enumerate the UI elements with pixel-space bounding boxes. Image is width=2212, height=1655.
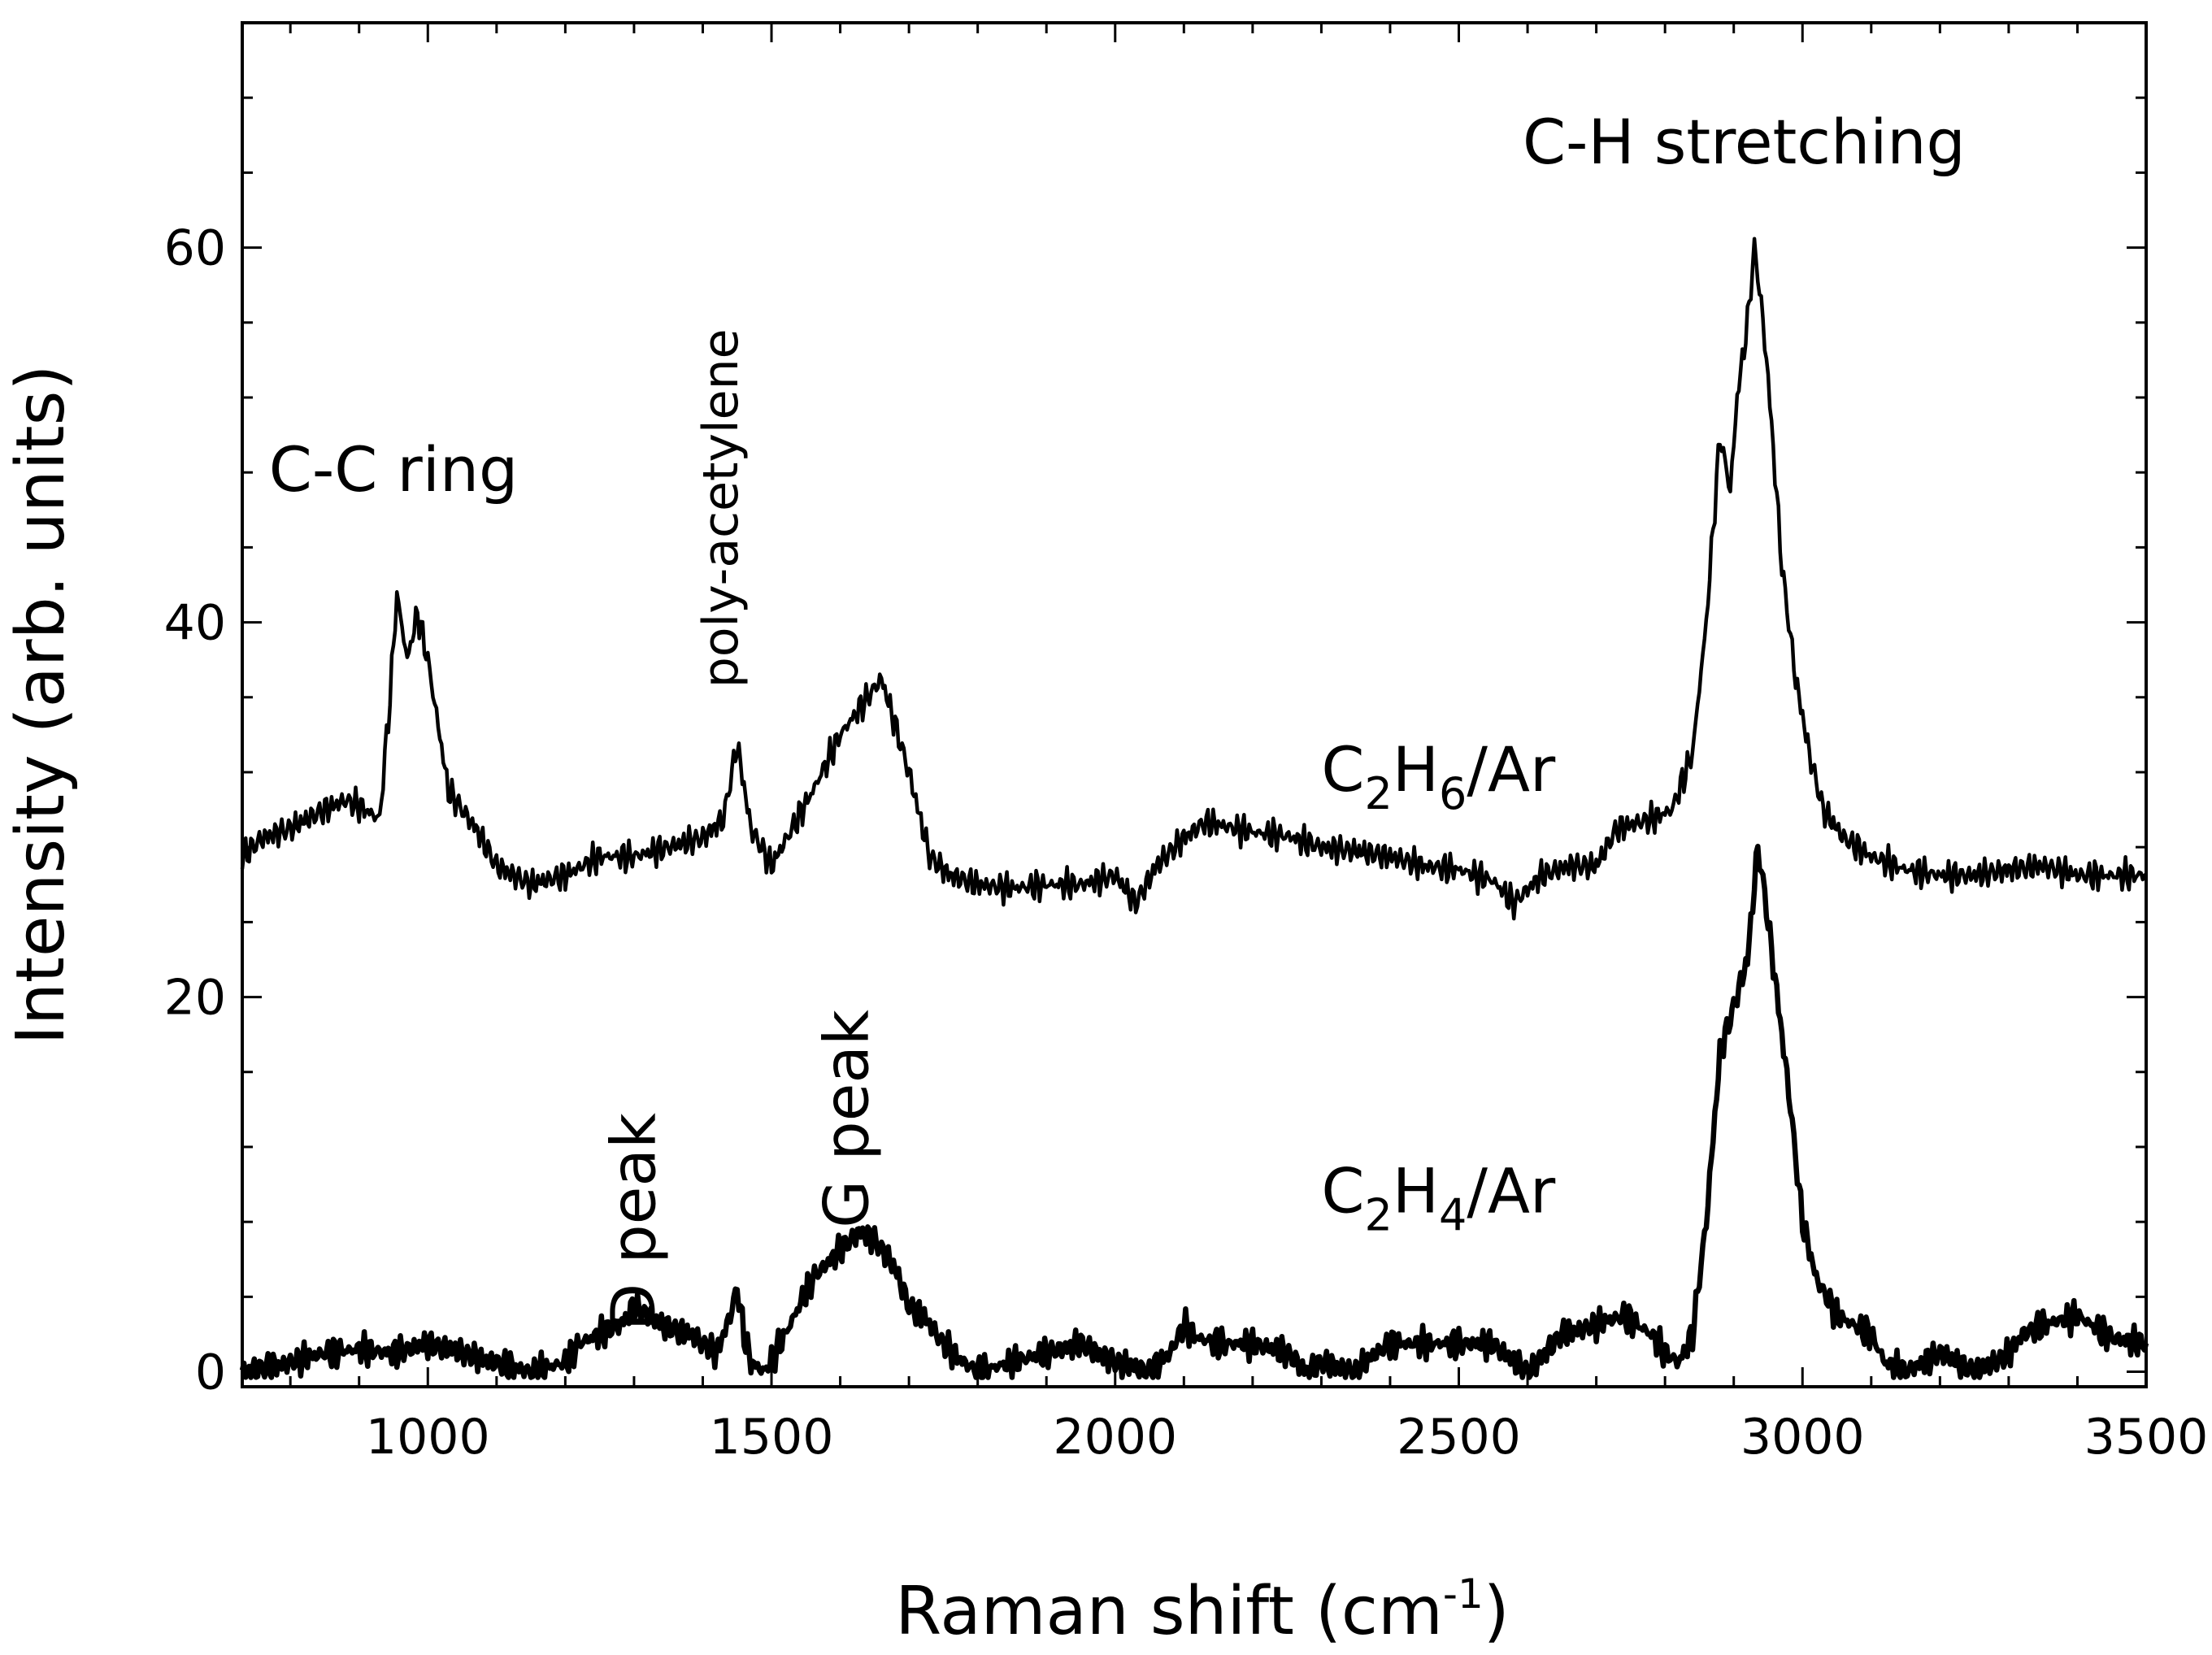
x-axis-title-sup: -1 [1443,1570,1484,1618]
annotation-poly-acetylene: poly-acetylene [693,328,750,688]
x-tick-label: 2500 [1397,1409,1521,1466]
series-label-part: C [1321,733,1364,806]
series-label-c2h4-ar: C2H4/Ar [1321,1155,1556,1241]
annotation-c-h-stretching: C-H stretching [1523,106,1966,178]
minor-ticks [242,21,2146,1387]
x-tick-label: 1000 [366,1409,490,1466]
x-tick-label: 3500 [2084,1409,2209,1466]
series-label-subscript: 6 [1439,768,1467,819]
x-axis-title-close: ) [1484,1573,1510,1650]
y-tick-label: 20 [164,970,226,1027]
series-label-part: /Ar [1467,1155,1556,1227]
y-tick-label: 0 [195,1344,226,1401]
x-tick-label: 2000 [1053,1409,1177,1466]
series-label-subscript: 2 [1364,1190,1392,1241]
series-label-subscript: 2 [1364,768,1392,819]
x-tick-label: 1500 [710,1409,834,1466]
x-axis-title: Raman shift (cm-1) [895,1570,1510,1650]
annotation-c-c-ring: C-C ring [269,433,519,506]
series-labels: C2H6/Ar C2H4/Ar [1321,733,1556,1241]
y-axis-title: Intensity (arb. units) [2,365,80,1045]
series-line-c2h4-ar [239,844,2149,1380]
series-line-c2h6-ar [240,237,2148,921]
series-label-subscript: 4 [1439,1190,1467,1241]
annotation-g-peak: G peak [810,1010,882,1228]
series-layer [239,237,2149,1380]
y-tick-label: 60 [164,220,226,277]
x-axis-title-main: Raman shift (cm [895,1573,1443,1650]
y-tick-label: 40 [164,595,226,652]
series-label-c2h6-ar: C2H6/Ar [1321,733,1556,819]
annotations: C-C ring poly-acetylene D peak G peak C-… [269,106,1966,1331]
series-label-part: /Ar [1467,733,1556,806]
annotation-d-peak: D peak [597,1113,669,1331]
series-label-part: C [1321,1155,1364,1227]
series-label-part: H [1393,1155,1439,1227]
x-tick-label: 3000 [1740,1409,1865,1466]
series-label-part: H [1393,733,1439,806]
x-tick-labels: 1000 1500 2000 2500 3000 3500 [366,1409,2208,1466]
plot-frame [241,21,2148,1388]
y-tick-labels: 0 20 40 60 [164,220,226,1401]
major-ticks [242,23,2148,1387]
